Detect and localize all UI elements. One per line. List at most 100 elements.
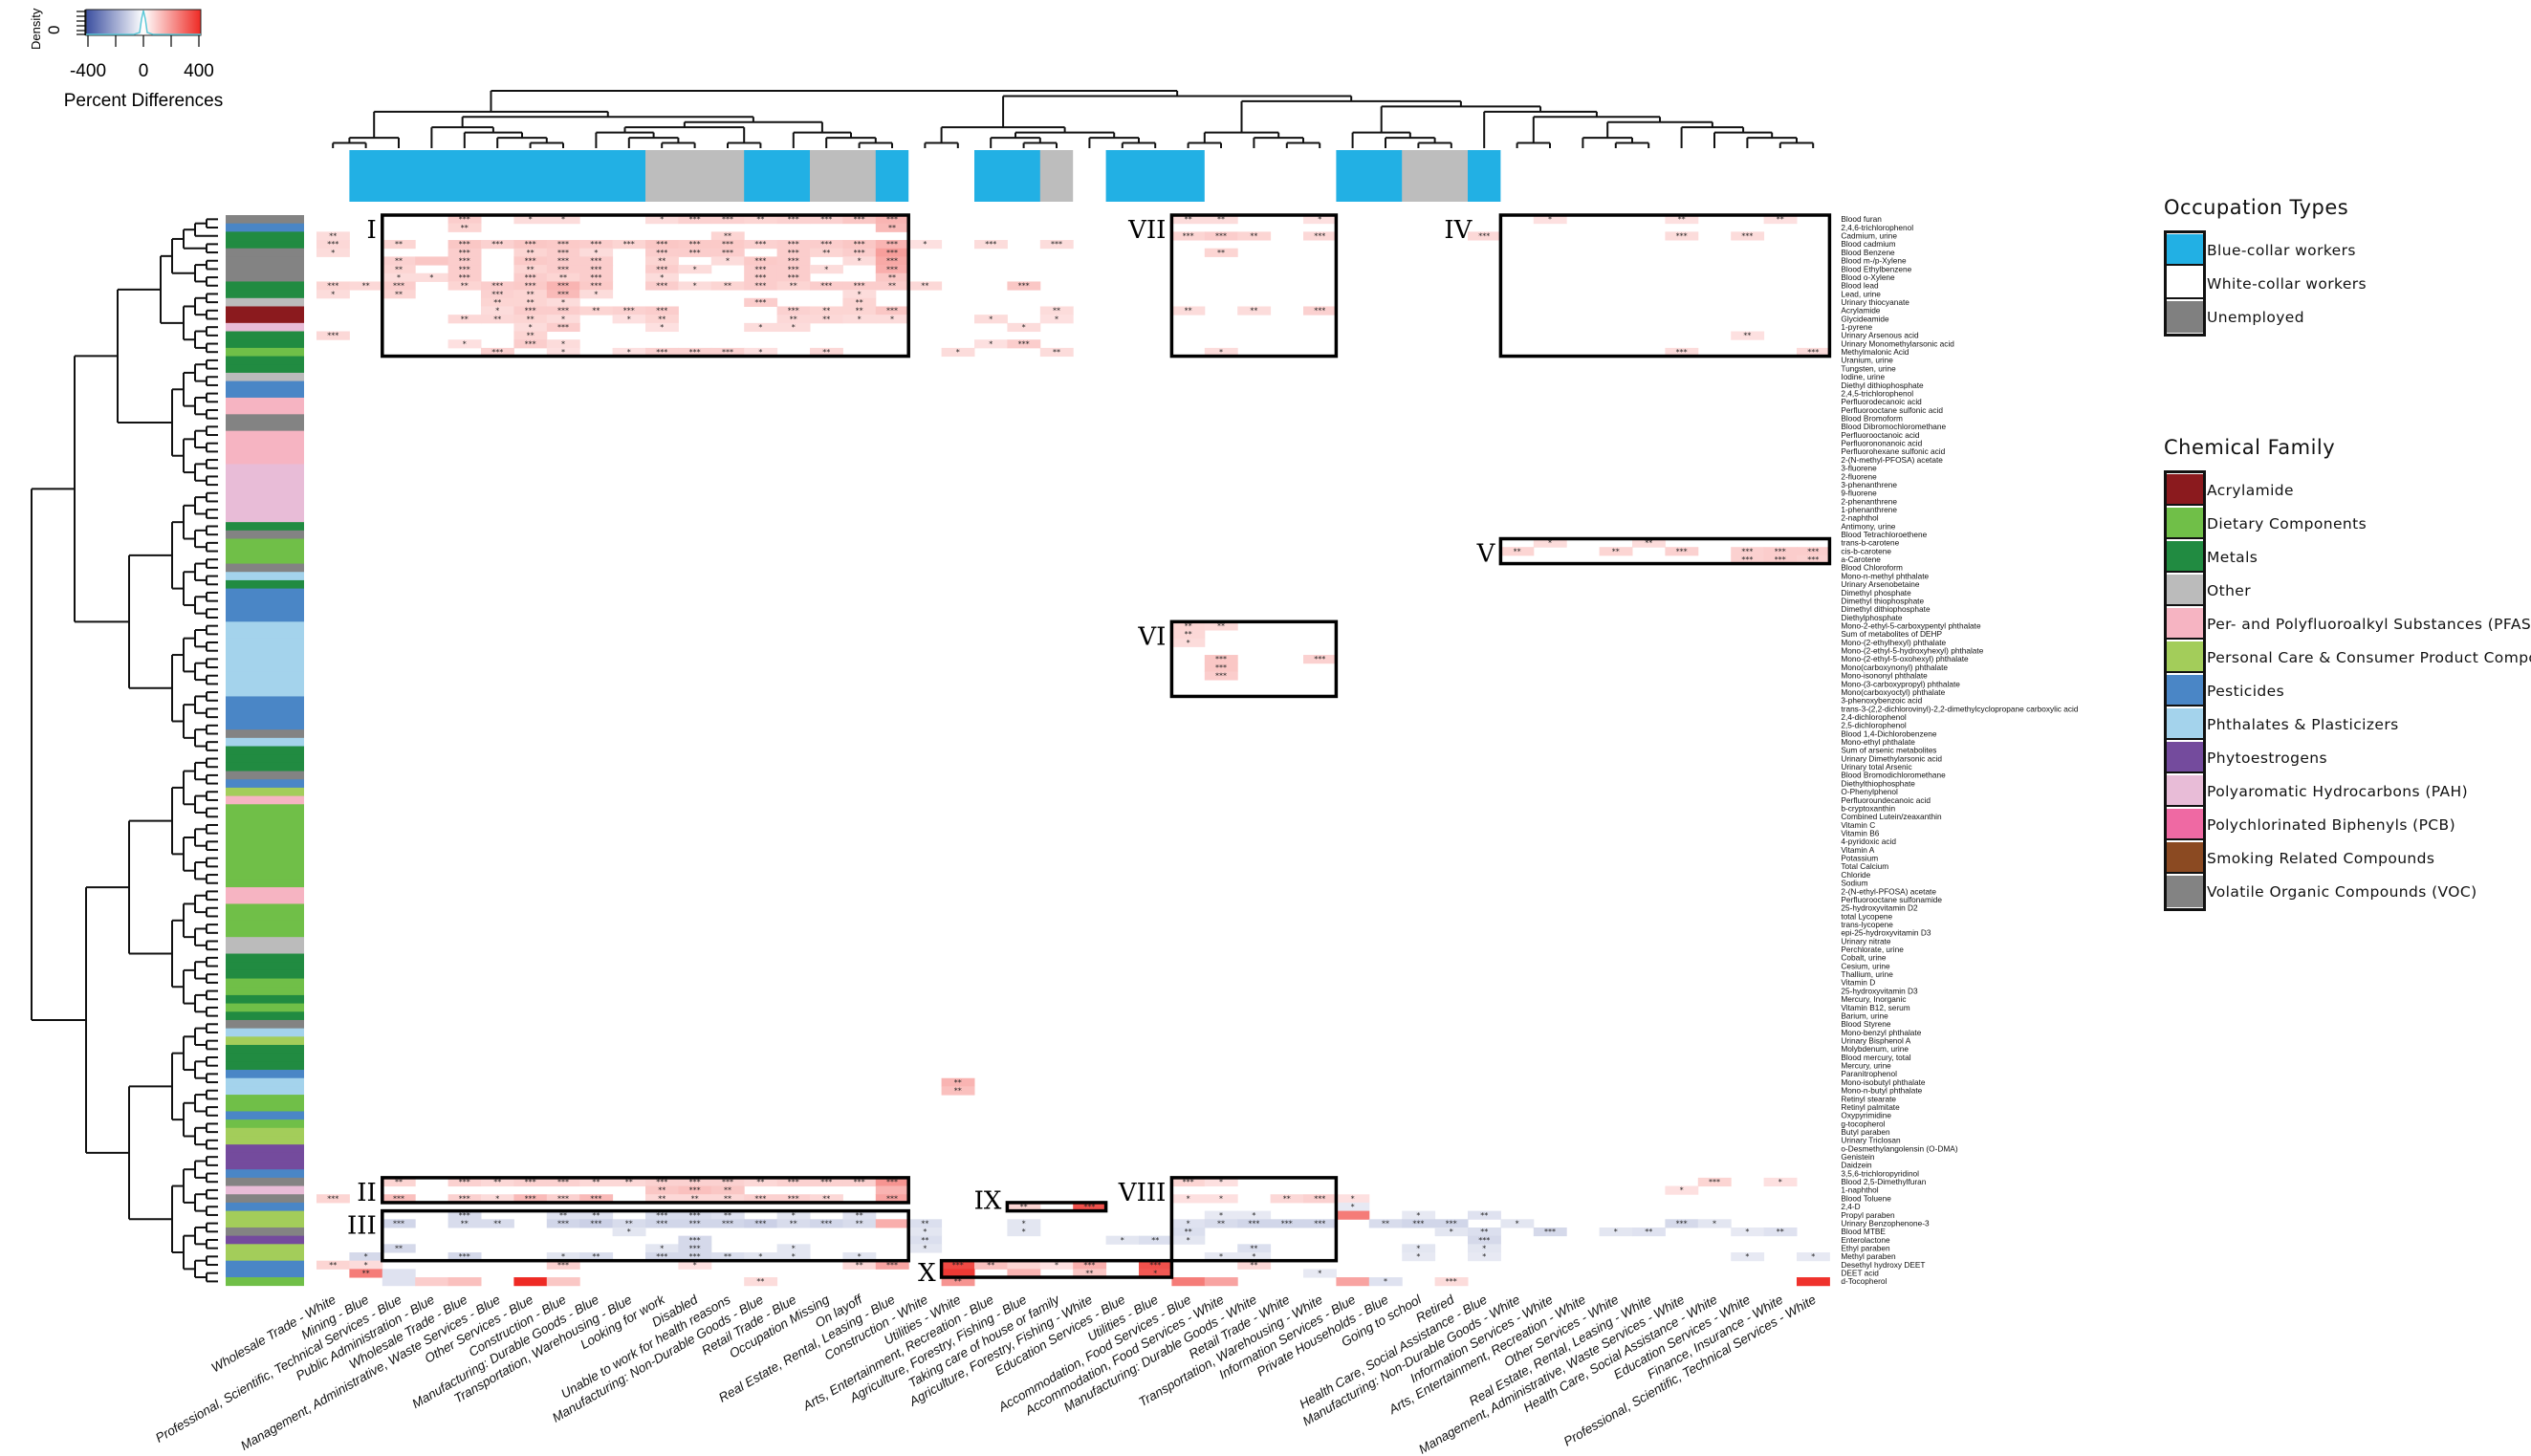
color-key-gradient: [85, 9, 202, 36]
family-legend-label: Dietary Components: [2207, 514, 2367, 532]
row-label: 25-hydroxyvitamin D2: [1841, 903, 1918, 913]
row-label: Blood 1,4-Dichlorobenzene: [1841, 728, 1936, 738]
significance-mark: **: [461, 1219, 469, 1228]
significance-mark: *: [1548, 215, 1552, 224]
significance-mark: **: [592, 1211, 600, 1220]
significance-mark: ***: [788, 1178, 799, 1186]
significance-mark: **: [1250, 307, 1257, 315]
heatmap-cell: [316, 1194, 350, 1204]
occupation-type-cell: [1763, 150, 1798, 202]
heatmap-cell: [546, 315, 580, 324]
chemical-family-cell: [226, 1127, 304, 1137]
row-label: Retinyl palmitate: [1841, 1102, 1900, 1112]
occupation-type-cell: [908, 150, 943, 202]
significance-mark: **: [1217, 622, 1225, 631]
significance-mark: *: [331, 249, 335, 257]
chemical-family-cell: [226, 579, 304, 589]
heatmap-cell: [776, 248, 811, 257]
significance-mark: **: [658, 1194, 665, 1203]
heatmap-cell: [678, 215, 712, 225]
family-legend-label: Polychlorinated Biphenyls (PCB): [2207, 815, 2456, 834]
heatmap-cell: [1303, 1269, 1337, 1278]
heatmap-cell: [776, 1210, 811, 1220]
significance-mark: ***: [459, 273, 470, 282]
significance-mark: **: [1185, 630, 1192, 639]
heatmap-cell: [1697, 1177, 1732, 1187]
row-label: Antimony, urine: [1841, 521, 1895, 531]
heatmap-cell: [710, 1185, 745, 1195]
heatmap-cell: [1368, 1219, 1403, 1228]
row-label: Ethyl paraben: [1841, 1244, 1890, 1253]
significance-mark: ***: [689, 1186, 701, 1195]
heatmap-cell: [579, 248, 614, 257]
heatmap-cell: [1303, 1219, 1337, 1228]
row-label: Blood lead: [1841, 281, 1879, 291]
heatmap-cell: [447, 240, 482, 250]
significance-mark: **: [822, 249, 830, 257]
chemical-family-cell: [226, 795, 304, 805]
occupation-type-cell: [678, 150, 712, 202]
heatmap-cell: [645, 256, 679, 266]
significance-mark: **: [1382, 1219, 1389, 1228]
significance-mark: **: [395, 290, 403, 298]
significance-mark: **: [1743, 332, 1751, 340]
row-label: Mono-ethyl phthalate: [1841, 737, 1915, 747]
chemical-family-cell: [226, 604, 304, 615]
significance-mark: *: [529, 215, 533, 224]
heatmap-cell: [349, 281, 383, 291]
significance-mark: *: [529, 323, 533, 332]
row-label: Urinary Arsenobetaine: [1841, 579, 1919, 589]
row-label: Urinary thiocyanate: [1841, 297, 1909, 307]
heatmap-cell: [612, 306, 646, 315]
chemical-family-cell: [226, 638, 304, 647]
occupation-type-cell: [1697, 150, 1732, 202]
significance-mark: **: [856, 1261, 863, 1270]
row-label: Iodine, urine: [1841, 372, 1885, 381]
occupation-legend-item: Unemployed: [2167, 300, 2304, 334]
chemical-family-cell: [226, 1244, 304, 1253]
heatmap-cell: [1007, 1269, 1041, 1278]
row-label: Perfluorooctanoic acid: [1841, 430, 1919, 440]
significance-mark: *: [1745, 1228, 1749, 1236]
occupation-type-cell: [1368, 150, 1403, 202]
significance-mark: **: [856, 307, 863, 315]
significance-mark: ***: [459, 1178, 470, 1186]
significance-mark: **: [1612, 547, 1620, 555]
heatmap-cell: [1204, 215, 1238, 225]
significance-mark: ***: [689, 1252, 701, 1261]
heatmap-cell: [579, 1177, 614, 1187]
row-label: Blood Tetrachloroethene: [1841, 530, 1927, 539]
chemical-family-cell: [226, 1061, 304, 1071]
heatmap-cell: [1731, 554, 1765, 565]
significance-mark: ***: [1314, 307, 1325, 315]
significance-mark: **: [1480, 1211, 1488, 1220]
chemical-family-cell: [226, 331, 304, 340]
significance-mark: *: [1351, 1203, 1355, 1211]
chemical-family-cell: [226, 1053, 304, 1062]
color-key-tick-max: 400: [184, 61, 214, 81]
significance-mark: ***: [722, 348, 733, 357]
family-legend-swatch: [2167, 541, 2203, 573]
highlight-box-label: IX: [974, 1187, 1002, 1216]
heatmap-cell: [316, 231, 350, 241]
heatmap-cell: [1007, 1227, 1041, 1237]
highlight-box-label: X: [918, 1259, 936, 1288]
heatmap-cell: [645, 347, 679, 358]
row-label: Butyl paraben: [1841, 1127, 1890, 1137]
significance-mark: *: [627, 1228, 631, 1236]
significance-mark: **: [1250, 1245, 1257, 1253]
heatmap-cell: [776, 1252, 811, 1262]
heatmap-cell: [645, 240, 679, 250]
significance-mark: *: [1187, 1219, 1190, 1228]
significance-mark: *: [1187, 1194, 1190, 1203]
row-label: Blood Styrene: [1841, 1019, 1891, 1029]
occupation-legend-swatch: [2167, 301, 2203, 333]
occupation-type-cell: [1204, 150, 1238, 202]
significance-mark: **: [362, 1270, 370, 1278]
heatmap-cell: [810, 248, 843, 257]
heatmap-cell: [546, 322, 580, 333]
chemical-family-cell: [226, 364, 304, 374]
family-legend-item: Personal Care & Consumer Product Compoun…: [2167, 641, 2531, 674]
